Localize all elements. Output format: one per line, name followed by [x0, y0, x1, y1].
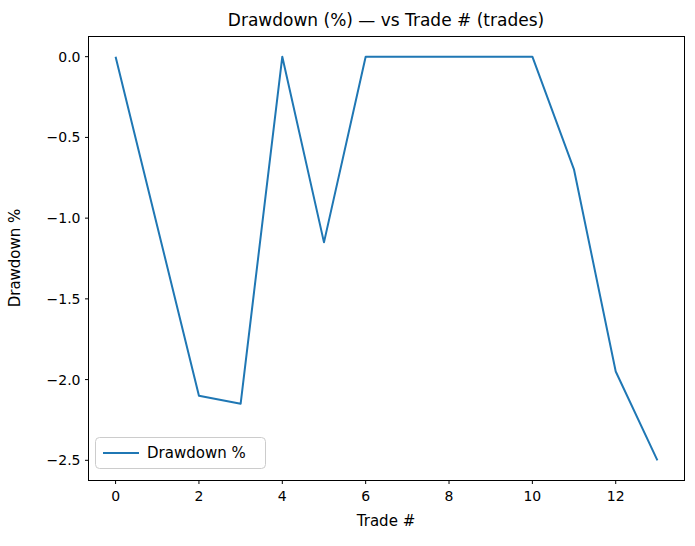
legend: Drawdown %: [96, 438, 266, 469]
figure: Drawdown (%) — vs Trade # (trades) 0 2 4 6 8…: [0, 0, 695, 546]
x-axis-label: Trade #: [356, 512, 415, 530]
chart-title: Drawdown (%) — vs Trade # (trades): [228, 10, 544, 30]
plot-area-border: [89, 37, 685, 481]
y-tick-label: −1.5: [47, 291, 81, 307]
x-axis-ticks: 0 2 4 6 8 10 12: [111, 481, 625, 505]
y-tick-label: −0.5: [47, 129, 81, 145]
x-tick-label: 2: [194, 488, 203, 504]
legend-label: Drawdown %: [147, 444, 246, 462]
y-tick-label: −2.5: [47, 452, 81, 468]
drawdown-line-series: [116, 57, 658, 461]
chart-canvas: Drawdown (%) — vs Trade # (trades) 0 2 4 6 8…: [0, 0, 695, 546]
x-tick-label: 12: [607, 488, 625, 504]
y-axis-label: Drawdown %: [6, 209, 24, 308]
y-tick-label: −1.0: [47, 210, 81, 226]
y-tick-label: 0.0: [58, 49, 80, 65]
x-tick-label: 8: [445, 488, 454, 504]
x-tick-label: 4: [278, 488, 287, 504]
y-axis-ticks: 0.0 −0.5 −1.0 −1.5 −2.0 −2.5: [47, 49, 89, 469]
y-tick-label: −2.0: [47, 372, 81, 388]
x-tick-label: 0: [111, 488, 120, 504]
x-tick-label: 10: [523, 488, 541, 504]
x-tick-label: 6: [361, 488, 370, 504]
